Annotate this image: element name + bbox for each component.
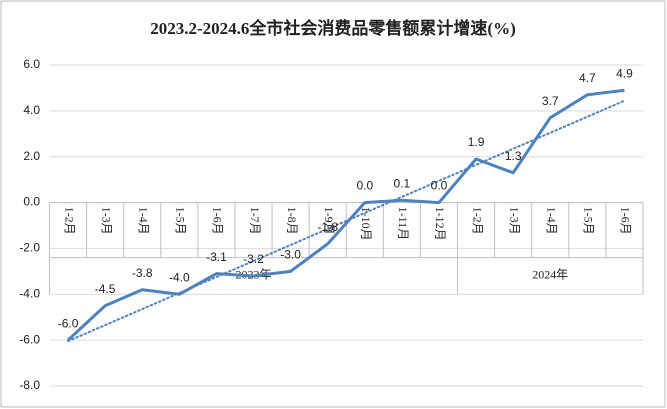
x-tick-label: 1-12月 <box>433 207 447 241</box>
data-label: 4.7 <box>579 71 596 85</box>
x-tick-label: 1-2月 <box>470 207 484 235</box>
x-tick-label: 1-7月 <box>248 207 262 235</box>
y-tick-label: 0.0 <box>23 195 40 209</box>
x-tick-label: 1-5月 <box>582 207 596 235</box>
x-tick-label: 1-6月 <box>619 207 633 235</box>
x-tick-label: 1-4月 <box>136 207 150 235</box>
data-label: -3.1 <box>206 250 227 264</box>
x-tick-label: 1-5月 <box>174 207 188 235</box>
trendline <box>67 99 626 343</box>
line-series <box>67 88 625 342</box>
data-label: 0.1 <box>394 176 411 190</box>
x-tick-label: 1-11月 <box>396 207 410 241</box>
x-tick-label: 1-8月 <box>285 207 299 235</box>
x-tick-label: 1-10月 <box>359 207 373 241</box>
data-label: -3.8 <box>132 266 153 280</box>
x-tick-label: 1-2月 <box>62 207 76 235</box>
group-label: 2023年 <box>236 267 272 281</box>
y-tick-label: 6.0 <box>23 57 40 71</box>
data-label: 1.3 <box>505 149 522 163</box>
data-label: -1.8 <box>317 220 338 234</box>
y-tick-label: -8.0 <box>19 378 40 392</box>
data-label: 1.9 <box>468 135 485 149</box>
data-label: 4.9 <box>616 66 633 80</box>
data-label: 0.0 <box>431 179 448 193</box>
data-label: -4.0 <box>169 270 190 284</box>
y-tick-label: -4.0 <box>19 286 40 300</box>
y-tick-label: -6.0 <box>19 332 40 346</box>
x-tick-label: 1-4月 <box>545 207 559 235</box>
group-label: 2024年 <box>532 267 568 281</box>
x-tick-label: 1-3月 <box>507 207 521 235</box>
x-tick-label: 1-3月 <box>99 207 113 235</box>
data-label: -4.5 <box>95 282 116 296</box>
data-label: -6.0 <box>58 316 79 330</box>
data-label: 0.0 <box>356 179 373 193</box>
data-label: -3.2 <box>243 252 264 266</box>
y-tick-label: -2.0 <box>19 241 40 255</box>
x-tick-label: 1-6月 <box>211 207 225 235</box>
chart-title: 2023.2-2024.6全市社会消费品零售额累计增速(%) <box>150 18 515 38</box>
data-label: -3.0 <box>280 248 301 262</box>
y-tick-label: 4.0 <box>23 103 40 117</box>
y-tick-label: 2.0 <box>23 149 40 163</box>
data-label: 3.7 <box>542 94 559 108</box>
